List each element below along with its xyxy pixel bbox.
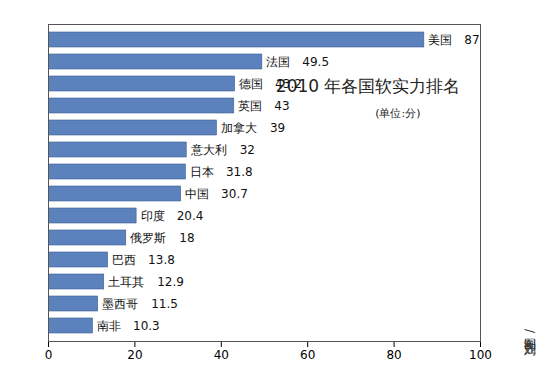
svg-text:49.5: 49.5 [302,55,329,69]
svg-text:英国: 英国 [238,99,262,113]
svg-text:俄罗斯: 俄罗斯 [130,231,166,245]
svg-text:美国: 美国 [428,33,452,47]
svg-text:10.3: 10.3 [133,319,160,333]
svg-text:2010 年各国软实力排名: 2010 年各国软实力排名 [276,76,461,96]
svg-text:11.5: 11.5 [151,297,178,311]
html-text:制图/刘江: 制图/刘江 [523,329,537,333]
svg-text:60: 60 [300,348,315,362]
svg-text:30.7: 30.7 [221,187,248,201]
svg-text:32: 32 [240,143,255,157]
svg-text:12.9: 12.9 [157,275,184,289]
svg-text:20: 20 [127,348,142,362]
svg-text:40: 40 [214,348,229,362]
svg-text:意大利: 意大利 [190,143,227,157]
svg-text:31.8: 31.8 [226,165,253,179]
svg-text:39: 39 [270,121,285,135]
svg-text:87: 87 [464,33,479,47]
svg-text:中国: 中国 [185,187,209,201]
svg-text:法国: 法国 [266,55,290,69]
svg-text:43: 43 [274,99,289,113]
svg-text:日本: 日本 [190,165,214,179]
svg-text:土耳其: 土耳其 [108,275,144,289]
svg-text:18: 18 [179,231,194,245]
svg-text:0: 0 [45,348,53,362]
svg-text:墨西哥: 墨西哥 [102,297,138,311]
svg-text:印度: 印度 [141,209,165,223]
svg-text:南非: 南非 [97,319,121,333]
svg-text:13.8: 13.8 [148,253,175,267]
svg-text:巴西: 巴西 [112,253,136,267]
svg-text:100: 100 [469,348,492,362]
svg-text:(单位:分): (单位:分) [375,107,420,120]
svg-text:80: 80 [386,348,401,362]
svg-text:43.2: 43.2 [275,77,302,91]
svg-text:20.4: 20.4 [177,209,204,223]
svg-text:加拿大: 加拿大 [221,121,257,135]
svg-text:德国: 德国 [239,77,263,91]
